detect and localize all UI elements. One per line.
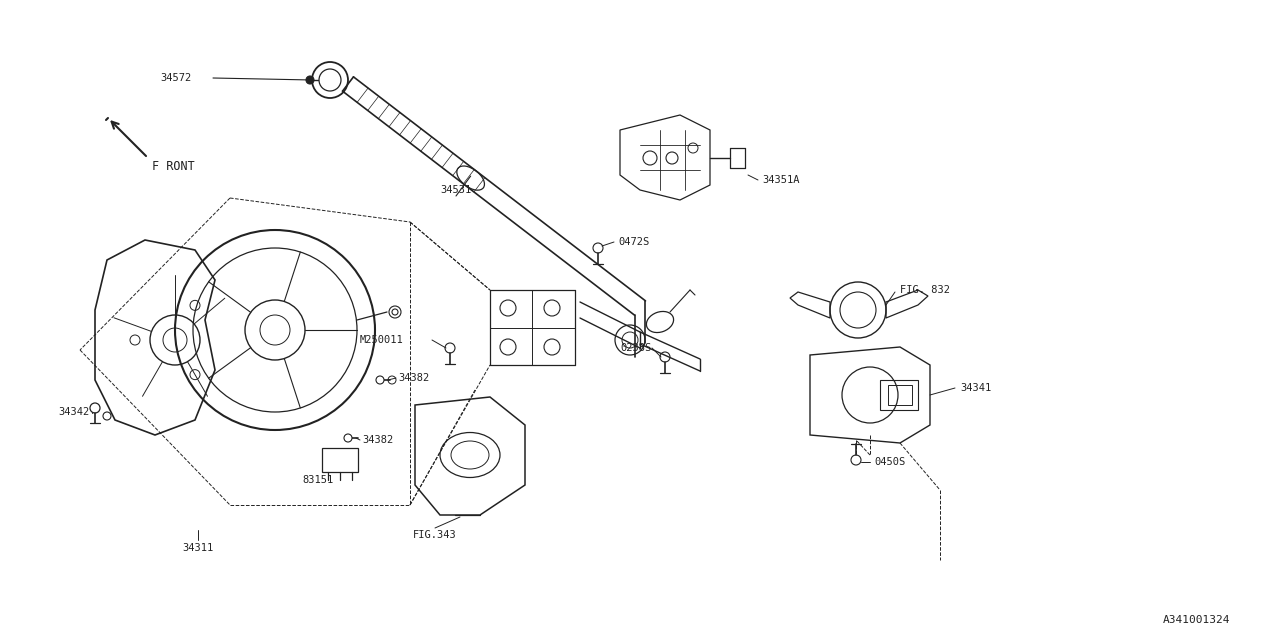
Text: 0472S: 0472S bbox=[618, 237, 649, 247]
Circle shape bbox=[389, 306, 401, 318]
Text: 34341: 34341 bbox=[960, 383, 991, 393]
Text: 34382: 34382 bbox=[398, 373, 429, 383]
Text: FIG.343: FIG.343 bbox=[413, 530, 457, 540]
Text: 34572: 34572 bbox=[160, 73, 191, 83]
Text: 34311: 34311 bbox=[182, 543, 214, 553]
Text: A341001324: A341001324 bbox=[1162, 615, 1230, 625]
Text: FIG. 832: FIG. 832 bbox=[900, 285, 950, 295]
Text: M250011: M250011 bbox=[360, 335, 403, 345]
Text: F RONT: F RONT bbox=[152, 160, 195, 173]
Text: 83151: 83151 bbox=[302, 475, 333, 485]
Circle shape bbox=[306, 76, 314, 84]
Text: 0450S: 0450S bbox=[874, 457, 905, 467]
Text: 34342: 34342 bbox=[58, 407, 90, 417]
Text: 34351A: 34351A bbox=[762, 175, 800, 185]
Text: 34531: 34531 bbox=[440, 185, 471, 195]
Circle shape bbox=[376, 376, 384, 384]
Circle shape bbox=[344, 434, 352, 442]
Text: 34382: 34382 bbox=[362, 435, 393, 445]
Text: 0238S: 0238S bbox=[620, 343, 652, 353]
